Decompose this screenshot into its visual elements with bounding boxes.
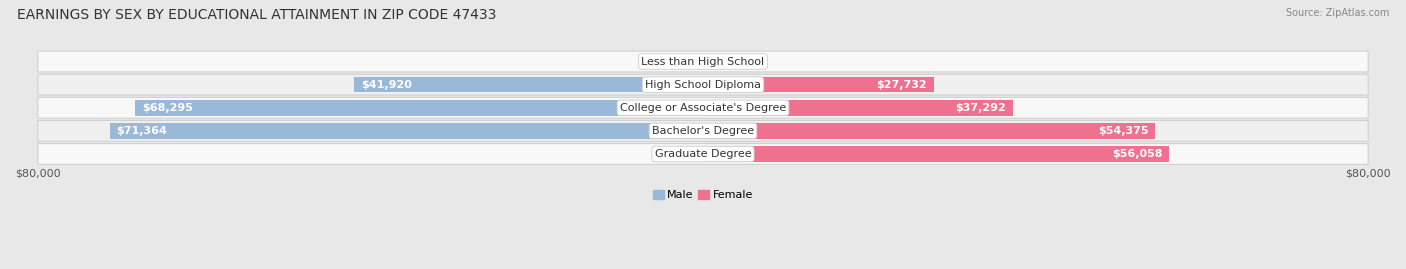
FancyBboxPatch shape (38, 97, 1368, 118)
Bar (110, 123, 703, 139)
Bar (703, 123, 1156, 139)
Bar (135, 100, 703, 116)
Text: $0: $0 (683, 149, 697, 159)
Legend: Male, Female: Male, Female (652, 190, 754, 200)
Text: $41,920: $41,920 (361, 80, 412, 90)
Bar (703, 146, 1170, 162)
Text: Less than High School: Less than High School (641, 56, 765, 66)
Text: College or Associate's Degree: College or Associate's Degree (620, 103, 786, 113)
FancyBboxPatch shape (38, 144, 1368, 164)
Text: $27,732: $27,732 (876, 80, 927, 90)
Text: Bachelor's Degree: Bachelor's Degree (652, 126, 754, 136)
Text: $56,058: $56,058 (1112, 149, 1163, 159)
Text: $0: $0 (709, 56, 723, 66)
FancyBboxPatch shape (38, 121, 1368, 141)
Text: EARNINGS BY SEX BY EDUCATIONAL ATTAINMENT IN ZIP CODE 47433: EARNINGS BY SEX BY EDUCATIONAL ATTAINMEN… (17, 8, 496, 22)
Text: $68,295: $68,295 (142, 103, 193, 113)
Text: Graduate Degree: Graduate Degree (655, 149, 751, 159)
Text: $37,292: $37,292 (956, 103, 1007, 113)
Bar (703, 77, 934, 93)
Text: $71,364: $71,364 (117, 126, 167, 136)
Text: Source: ZipAtlas.com: Source: ZipAtlas.com (1285, 8, 1389, 18)
Text: $54,375: $54,375 (1098, 126, 1149, 136)
Text: $0: $0 (683, 56, 697, 66)
FancyBboxPatch shape (38, 51, 1368, 72)
Bar (703, 100, 1014, 116)
Text: High School Diploma: High School Diploma (645, 80, 761, 90)
Bar (354, 77, 703, 93)
FancyBboxPatch shape (38, 74, 1368, 95)
